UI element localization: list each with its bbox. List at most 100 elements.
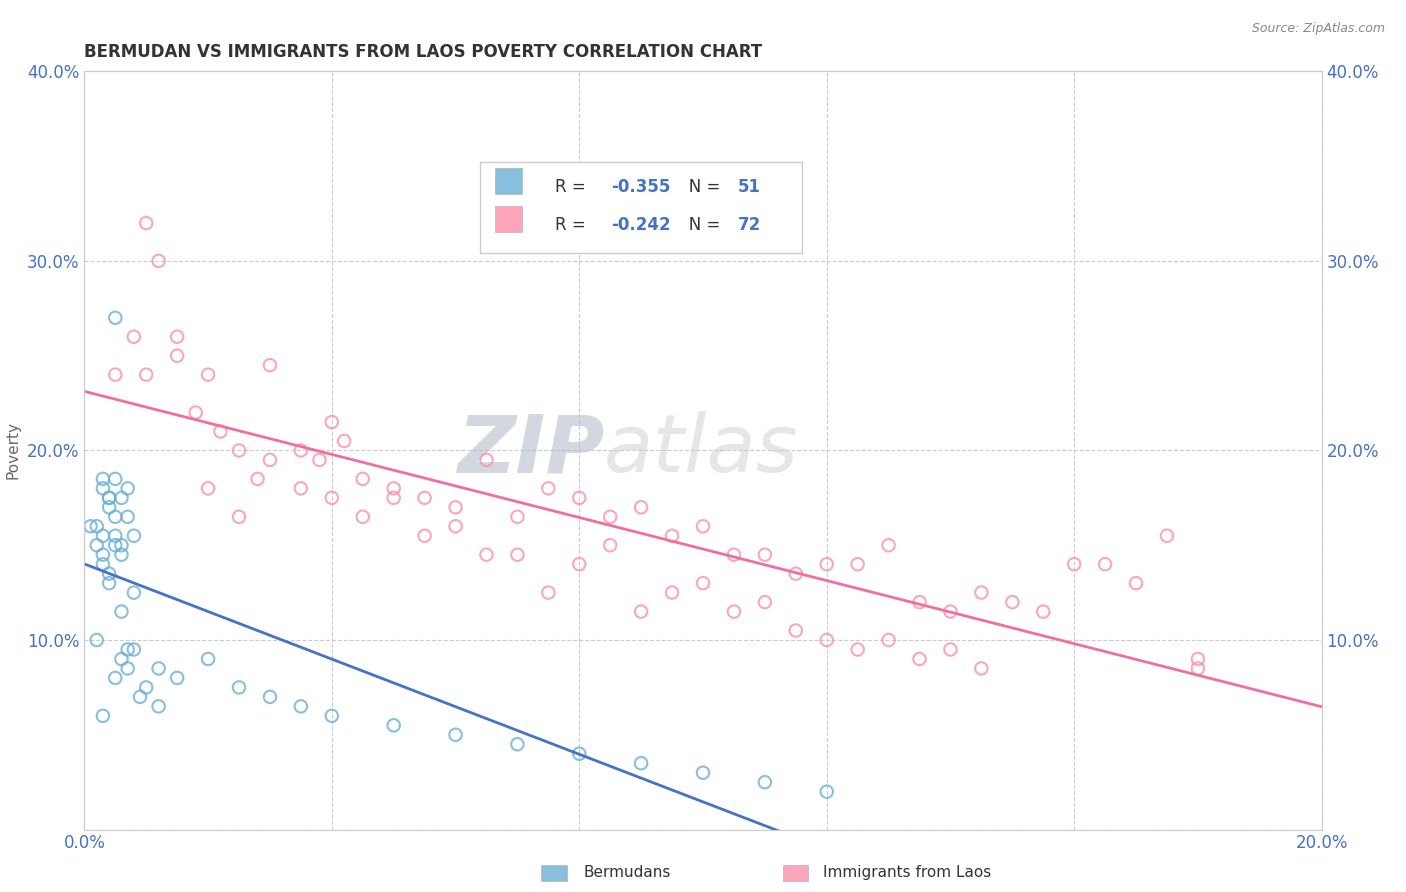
- Point: [98, 500, 121, 515]
- Text: 72: 72: [738, 216, 761, 234]
- Point: [475, 548, 498, 562]
- Point: [91, 548, 114, 562]
- Point: [1156, 529, 1178, 543]
- Text: BERMUDAN VS IMMIGRANTS FROM LAOS POVERTY CORRELATION CHART: BERMUDAN VS IMMIGRANTS FROM LAOS POVERTY…: [84, 44, 762, 62]
- Point: [754, 595, 776, 609]
- Point: [228, 509, 250, 524]
- Point: [104, 538, 127, 552]
- Point: [246, 472, 269, 486]
- Point: [692, 765, 714, 780]
- Text: ZIP: ZIP: [457, 411, 605, 490]
- Point: [661, 585, 683, 599]
- Point: [166, 671, 188, 685]
- Point: [846, 557, 869, 572]
- Point: [98, 566, 121, 581]
- Point: [166, 349, 188, 363]
- Point: [1001, 595, 1024, 609]
- Point: [259, 358, 281, 372]
- Point: [197, 482, 219, 496]
- Point: [259, 453, 281, 467]
- Point: [970, 661, 993, 675]
- Point: [321, 491, 343, 505]
- Point: [129, 690, 152, 704]
- Point: [290, 699, 312, 714]
- Point: [110, 538, 132, 552]
- Point: [290, 443, 312, 458]
- Point: [877, 633, 900, 648]
- Point: [259, 690, 281, 704]
- Point: [846, 642, 869, 657]
- Point: [110, 605, 132, 619]
- Point: [568, 491, 591, 505]
- Point: [506, 737, 529, 751]
- Point: [321, 415, 343, 429]
- Point: [352, 509, 374, 524]
- FancyBboxPatch shape: [481, 162, 801, 253]
- Point: [209, 425, 232, 439]
- Point: [599, 538, 621, 552]
- Point: [321, 708, 343, 723]
- Text: Source: ZipAtlas.com: Source: ZipAtlas.com: [1251, 22, 1385, 36]
- Point: [413, 491, 436, 505]
- Point: [166, 330, 188, 344]
- Point: [413, 529, 436, 543]
- Point: [104, 671, 127, 685]
- Point: [104, 509, 127, 524]
- Point: [815, 633, 838, 648]
- Point: [939, 642, 962, 657]
- Point: [197, 368, 219, 382]
- Point: [122, 642, 145, 657]
- FancyBboxPatch shape: [495, 168, 523, 194]
- Point: [568, 747, 591, 761]
- Point: [86, 633, 108, 648]
- Point: [444, 500, 467, 515]
- FancyBboxPatch shape: [495, 206, 523, 232]
- Point: [537, 482, 560, 496]
- Point: [630, 500, 652, 515]
- Point: [148, 699, 170, 714]
- Point: [110, 548, 132, 562]
- Point: [79, 519, 101, 533]
- Point: [630, 756, 652, 771]
- Text: N =: N =: [673, 216, 725, 234]
- Point: [754, 775, 776, 789]
- Point: [1063, 557, 1085, 572]
- Point: [135, 368, 157, 382]
- Point: [148, 254, 170, 268]
- Point: [506, 509, 529, 524]
- Point: [877, 538, 900, 552]
- Point: [1032, 605, 1054, 619]
- Point: [333, 434, 356, 448]
- Point: [1094, 557, 1116, 572]
- Point: [908, 652, 931, 666]
- Point: [98, 491, 121, 505]
- Text: R =: R =: [554, 216, 591, 234]
- Point: [630, 605, 652, 619]
- Point: [228, 681, 250, 695]
- Y-axis label: Poverty: Poverty: [6, 421, 20, 480]
- Point: [117, 482, 139, 496]
- Text: N =: N =: [673, 178, 725, 195]
- Point: [352, 472, 374, 486]
- Point: [308, 453, 330, 467]
- Point: [122, 585, 145, 599]
- Point: [117, 642, 139, 657]
- Point: [104, 310, 127, 325]
- Text: 51: 51: [738, 178, 761, 195]
- Text: R =: R =: [554, 178, 591, 195]
- Point: [91, 708, 114, 723]
- Point: [444, 519, 467, 533]
- Point: [1125, 576, 1147, 591]
- Point: [815, 785, 838, 799]
- Point: [104, 368, 127, 382]
- Point: [86, 538, 108, 552]
- Point: [91, 482, 114, 496]
- Point: [475, 453, 498, 467]
- Point: [104, 472, 127, 486]
- Point: [1187, 652, 1209, 666]
- Point: [110, 652, 132, 666]
- Point: [382, 482, 405, 496]
- Text: -0.355: -0.355: [612, 178, 671, 195]
- Point: [184, 406, 207, 420]
- Point: [568, 557, 591, 572]
